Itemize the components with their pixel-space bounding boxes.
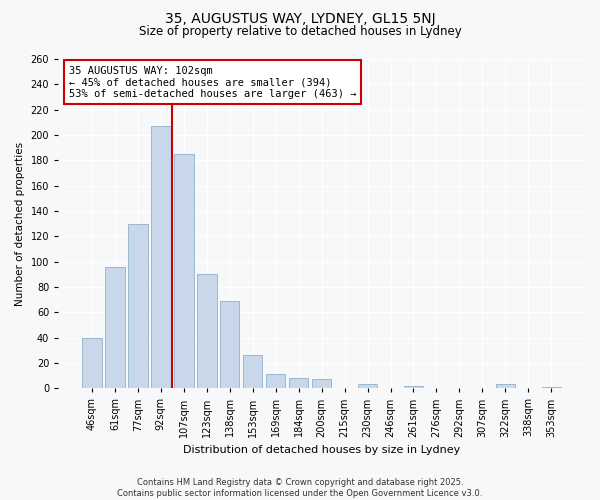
Bar bbox=[174, 154, 194, 388]
Bar bbox=[197, 274, 217, 388]
Bar bbox=[496, 384, 515, 388]
Text: Contains HM Land Registry data © Crown copyright and database right 2025.
Contai: Contains HM Land Registry data © Crown c… bbox=[118, 478, 482, 498]
Bar bbox=[220, 301, 239, 388]
Text: 35 AUGUSTUS WAY: 102sqm
← 45% of detached houses are smaller (394)
53% of semi-d: 35 AUGUSTUS WAY: 102sqm ← 45% of detache… bbox=[69, 66, 356, 99]
Bar bbox=[151, 126, 170, 388]
X-axis label: Distribution of detached houses by size in Lydney: Distribution of detached houses by size … bbox=[183, 445, 460, 455]
Text: Size of property relative to detached houses in Lydney: Size of property relative to detached ho… bbox=[139, 25, 461, 38]
Bar bbox=[82, 338, 101, 388]
Bar bbox=[358, 384, 377, 388]
Bar bbox=[542, 387, 561, 388]
Bar bbox=[128, 224, 148, 388]
Bar bbox=[243, 356, 262, 388]
Bar bbox=[404, 386, 423, 388]
Text: 35, AUGUSTUS WAY, LYDNEY, GL15 5NJ: 35, AUGUSTUS WAY, LYDNEY, GL15 5NJ bbox=[164, 12, 436, 26]
Bar bbox=[105, 266, 125, 388]
Bar bbox=[312, 380, 331, 388]
Bar bbox=[289, 378, 308, 388]
Y-axis label: Number of detached properties: Number of detached properties bbox=[15, 142, 25, 306]
Bar bbox=[266, 374, 286, 388]
